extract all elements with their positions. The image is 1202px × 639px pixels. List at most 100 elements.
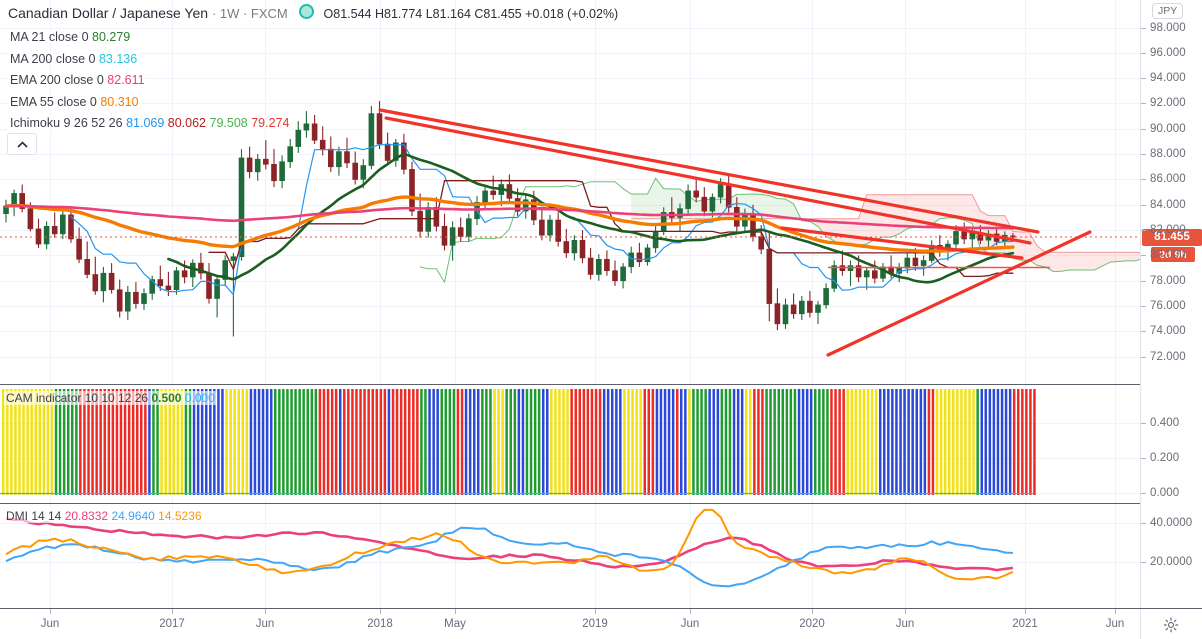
time-axis-label: 2017: [159, 618, 185, 630]
gridline-v: [455, 504, 456, 608]
gridline-v: [265, 0, 266, 384]
gridline-v: [455, 0, 456, 384]
price-tick: [1141, 306, 1146, 308]
time-axis-separator: [1140, 609, 1141, 639]
gridline-v: [50, 504, 51, 608]
price-axis-label: 74.000: [1150, 325, 1186, 338]
gridline-v: [50, 385, 51, 503]
gridline-v: [1025, 504, 1026, 608]
gridline-v: [1115, 0, 1116, 384]
gridline-h: [0, 52, 1140, 54]
price-tick: [1141, 255, 1146, 257]
dmi-tick: [1141, 523, 1146, 525]
time-axis-label: 2019: [582, 618, 608, 630]
gridline-v: [50, 0, 51, 384]
chevron-up-icon: [16, 140, 28, 148]
cam-tick: [1141, 457, 1146, 459]
time-axis-label: Jun: [895, 618, 915, 630]
gridline-v: [595, 0, 596, 384]
gridline-v: [380, 0, 381, 384]
price-axis-label: 80.000: [1150, 249, 1186, 262]
price-tick: [1141, 179, 1146, 181]
price-axis-label: 92.000: [1150, 97, 1186, 110]
price-tick: [1141, 204, 1146, 206]
cam-indicator-pane[interactable]: [0, 385, 1140, 503]
price-gridlines: [0, 0, 1140, 384]
time-axis-label: Jun: [1105, 618, 1125, 630]
gridline-h: [0, 422, 1140, 424]
time-axis-label: 2018: [367, 618, 393, 630]
cam-axis-label: 0.200: [1150, 451, 1180, 464]
gridline-v: [905, 0, 906, 384]
time-axis-label: May: [444, 618, 466, 630]
price-axis-label: 72.000: [1150, 350, 1186, 363]
price-axis-label: 90.000: [1150, 122, 1186, 135]
bar-countdown-label: 2d 9h: [1151, 247, 1195, 263]
price-tick: [1141, 280, 1146, 282]
time-axis-label: Jun: [40, 618, 60, 630]
price-tick: [1141, 103, 1146, 105]
gridline-h: [0, 230, 1140, 232]
gridline-h: [0, 27, 1140, 29]
time-tick: [690, 609, 691, 614]
time-axis-label: Jun: [680, 618, 700, 630]
cam-chart-canvas: [0, 389, 1036, 495]
gridline-h: [0, 103, 1140, 105]
gridline-v: [905, 504, 906, 608]
price-chart-canvas: [0, 101, 1140, 357]
dmi-axis-label: 20.0000: [1150, 555, 1193, 568]
cam-axis-label: 0.000: [1150, 487, 1180, 499]
gear-icon[interactable]: [1163, 617, 1179, 633]
gridline-h: [0, 179, 1140, 181]
gridline-v: [1025, 0, 1026, 384]
gridline-h: [0, 523, 1140, 525]
time-tick: [380, 609, 381, 614]
price-tick: [1141, 356, 1146, 358]
time-tick: [905, 609, 906, 614]
price-axis-label: 78.000: [1150, 274, 1186, 287]
cam-tick: [1141, 493, 1146, 494]
price-axis-label: 96.000: [1150, 46, 1186, 59]
gridline-v: [1115, 385, 1116, 503]
time-axis-label: 2021: [1012, 618, 1038, 630]
cam-axis-label: 0.400: [1150, 416, 1180, 429]
gridline-v: [595, 504, 596, 608]
price-axis-label: 88.000: [1150, 148, 1186, 161]
gridline-v: [690, 504, 691, 608]
price-axis[interactable]: JPY 81.455 2d 9h 98.000 96.000 94.000 92.00…: [1140, 0, 1202, 608]
current-price-label: 81.455: [1142, 228, 1202, 246]
time-tick: [50, 609, 51, 614]
price-tick: [1141, 154, 1146, 156]
time-tick: [455, 609, 456, 614]
price-axis-label: 98.000: [1150, 21, 1186, 34]
price-tick: [1141, 52, 1146, 54]
gridline-v: [812, 504, 813, 608]
gridline-v: [812, 385, 813, 503]
collapse-legend-button[interactable]: [7, 133, 37, 155]
gridline-v: [265, 504, 266, 608]
cam-tick: [1141, 422, 1146, 424]
time-tick: [265, 609, 266, 614]
pane-divider-2[interactable]: [0, 503, 1202, 504]
dmi-indicator-pane[interactable]: [0, 504, 1140, 608]
price-axis-label: 76.000: [1150, 300, 1186, 313]
gridline-h: [0, 306, 1140, 308]
time-axis-label: 2020: [799, 618, 825, 630]
gridline-v: [172, 504, 173, 608]
time-tick: [172, 609, 173, 614]
currency-badge: JPY: [1152, 3, 1184, 19]
gridline-h: [0, 280, 1140, 282]
time-axis-label: Jun: [255, 618, 275, 630]
gridline-v: [265, 385, 266, 503]
price-pane[interactable]: [0, 0, 1140, 384]
dmi-axis-label: 40.0000: [1150, 517, 1193, 530]
gridline-h: [0, 356, 1140, 358]
price-tick: [1141, 331, 1146, 333]
gridline-h: [0, 331, 1140, 333]
gridline-h: [0, 204, 1140, 206]
pane-divider-1[interactable]: [0, 384, 1202, 385]
time-axis[interactable]: Jun 2017 Jun 2018 May 2019 Jun 2020 Jun 2021 Jun: [0, 609, 1202, 639]
price-tick: [1141, 27, 1146, 29]
price-tick: [1141, 78, 1146, 80]
price-axis-label: 94.000: [1150, 72, 1186, 85]
